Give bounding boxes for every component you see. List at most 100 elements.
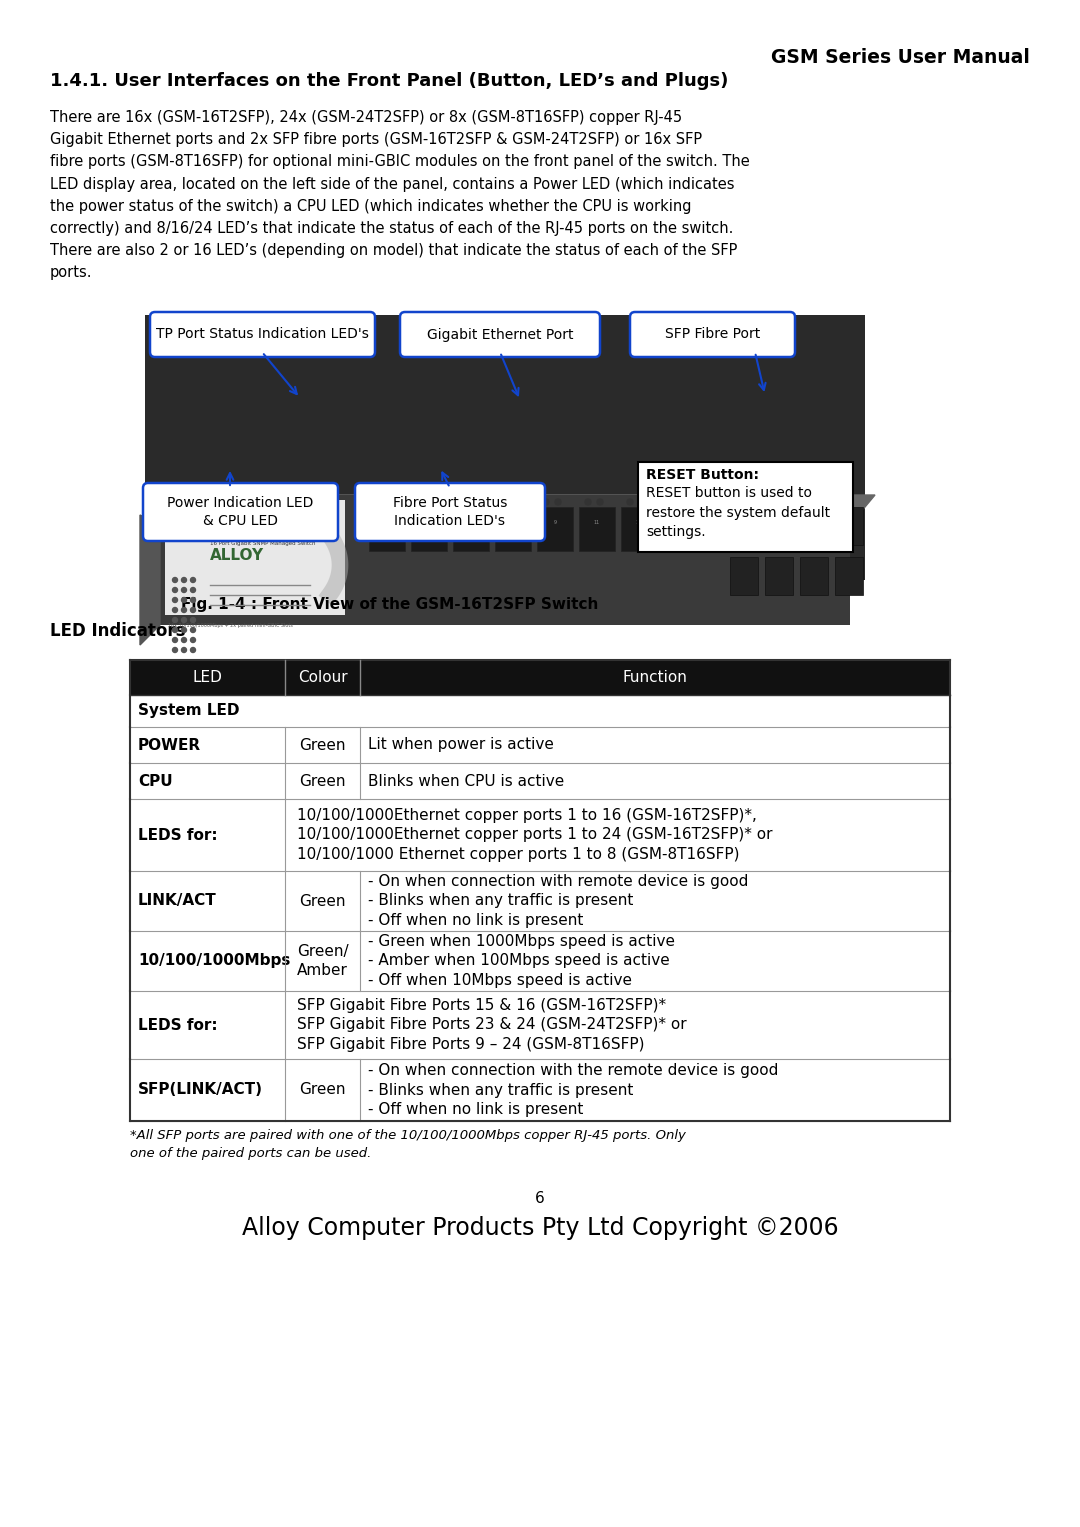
Text: SFP Gigabit Fibre Ports 15 & 16 (GSM-16T2SFP)*
SFP Gigabit Fibre Ports 23 & 24 (: SFP Gigabit Fibre Ports 15 & 16 (GSM-16T… (297, 997, 687, 1052)
Circle shape (190, 647, 195, 652)
Text: - On when connection with the remote device is good
- Blinks when any traffic is: - On when connection with the remote dev… (368, 1063, 779, 1118)
Circle shape (627, 499, 633, 505)
Circle shape (173, 637, 177, 643)
Text: Green: Green (299, 1083, 346, 1098)
Text: Alloy Computer Products Pty Ltd Copyright ©2006: Alloy Computer Products Pty Ltd Copyrigh… (242, 1215, 838, 1240)
Circle shape (501, 499, 507, 505)
Text: 16x 10/100/1000Mbps + 2x paired mini-GBIC Slots: 16x 10/100/1000Mbps + 2x paired mini-GBI… (168, 623, 293, 628)
FancyBboxPatch shape (765, 507, 793, 545)
Text: Lit when power is active: Lit when power is active (368, 738, 554, 753)
FancyBboxPatch shape (355, 483, 545, 541)
Text: 15: 15 (678, 521, 684, 525)
Text: RESET button is used to
restore the system default
settings.: RESET button is used to restore the syst… (646, 486, 831, 539)
FancyBboxPatch shape (663, 507, 699, 551)
Circle shape (173, 628, 177, 632)
Text: Green: Green (299, 893, 346, 909)
FancyBboxPatch shape (579, 507, 615, 551)
Circle shape (173, 617, 177, 623)
FancyBboxPatch shape (150, 312, 375, 357)
Text: - On when connection with remote device is good
- Blinks when any traffic is pre: - On when connection with remote device … (368, 873, 748, 928)
Circle shape (190, 637, 195, 643)
Circle shape (585, 499, 591, 505)
Text: LED: LED (192, 670, 222, 686)
FancyBboxPatch shape (160, 495, 850, 625)
Text: 13: 13 (636, 521, 643, 525)
Circle shape (181, 637, 187, 643)
Text: GSM Series User Manual: GSM Series User Manual (771, 47, 1030, 67)
FancyBboxPatch shape (800, 557, 828, 596)
FancyBboxPatch shape (411, 507, 447, 551)
Circle shape (387, 499, 393, 505)
FancyBboxPatch shape (730, 557, 758, 596)
FancyBboxPatch shape (145, 315, 865, 580)
FancyBboxPatch shape (130, 870, 950, 931)
Text: Fig. 1-4 : Front View of the GSM-16T2SFP Switch: Fig. 1-4 : Front View of the GSM-16T2SFP… (181, 597, 598, 612)
Circle shape (173, 588, 177, 592)
Circle shape (181, 608, 187, 612)
Text: 5: 5 (470, 521, 473, 525)
Text: There are 16x (GSM-16T2SFP), 24x (GSM-24T2SFP) or 8x (GSM-8T16SFP) copper RJ-45
: There are 16x (GSM-16T2SFP), 24x (GSM-24… (50, 110, 750, 281)
Circle shape (190, 597, 195, 603)
FancyBboxPatch shape (130, 1060, 950, 1121)
Text: Fibre Port Status
Indication LED's: Fibre Port Status Indication LED's (393, 496, 508, 528)
Circle shape (429, 499, 435, 505)
FancyBboxPatch shape (835, 557, 863, 596)
FancyBboxPatch shape (453, 507, 489, 551)
Text: 10/100/1000Ethernet copper ports 1 to 16 (GSM-16T2SFP)*,
10/100/1000Ethernet cop: 10/100/1000Ethernet copper ports 1 to 16… (297, 808, 772, 863)
Text: POWER: POWER (138, 738, 201, 753)
FancyBboxPatch shape (165, 499, 345, 615)
Text: 9: 9 (554, 521, 556, 525)
Circle shape (181, 597, 187, 603)
Text: RESET Button:: RESET Button: (646, 467, 759, 483)
Circle shape (513, 499, 519, 505)
Text: TP Port Status Indication LED's: TP Port Status Indication LED's (157, 327, 369, 342)
Text: 16 Port Gigabit SNMP Managed Switch: 16 Port Gigabit SNMP Managed Switch (210, 541, 315, 545)
Text: 1.4.1. User Interfaces on the Front Panel (Button, LED’s and Plugs): 1.4.1. User Interfaces on the Front Pane… (50, 72, 728, 90)
Circle shape (190, 608, 195, 612)
Circle shape (417, 499, 423, 505)
Polygon shape (140, 515, 160, 644)
Circle shape (173, 597, 177, 603)
Circle shape (181, 577, 187, 582)
Circle shape (639, 499, 645, 505)
Text: Blinks when CPU is active: Blinks when CPU is active (368, 774, 564, 788)
Text: Green/
Amber: Green/ Amber (297, 944, 349, 977)
Text: SFP Fibre Port: SFP Fibre Port (665, 327, 760, 342)
FancyBboxPatch shape (130, 799, 950, 870)
FancyBboxPatch shape (765, 557, 793, 596)
FancyBboxPatch shape (130, 727, 950, 764)
Text: Gigabit Ethernet Port: Gigabit Ethernet Port (427, 327, 573, 342)
Polygon shape (160, 495, 875, 525)
Circle shape (190, 588, 195, 592)
FancyBboxPatch shape (638, 463, 853, 551)
FancyBboxPatch shape (630, 312, 795, 357)
FancyBboxPatch shape (143, 483, 338, 541)
Text: - Green when 1000Mbps speed is active
- Amber when 100Mbps speed is active
- Off: - Green when 1000Mbps speed is active - … (368, 933, 675, 988)
Text: Green: Green (299, 774, 346, 788)
Text: Power Indication LED
& CPU LED: Power Indication LED & CPU LED (167, 496, 313, 528)
Circle shape (543, 499, 549, 505)
Text: 10/100/1000Mbps: 10/100/1000Mbps (138, 953, 291, 968)
Text: CPU: CPU (138, 774, 173, 788)
FancyBboxPatch shape (130, 695, 950, 727)
Circle shape (173, 577, 177, 582)
Circle shape (181, 647, 187, 652)
FancyBboxPatch shape (369, 507, 405, 551)
Circle shape (681, 499, 687, 505)
Text: Green: Green (299, 738, 346, 753)
Circle shape (181, 588, 187, 592)
Circle shape (597, 499, 603, 505)
Circle shape (181, 617, 187, 623)
Text: Colour: Colour (298, 670, 348, 686)
Text: 6: 6 (535, 1191, 545, 1206)
Text: 3: 3 (428, 521, 431, 525)
Text: 11: 11 (594, 521, 600, 525)
Text: LINK/ACT: LINK/ACT (138, 893, 217, 909)
FancyBboxPatch shape (537, 507, 573, 551)
FancyBboxPatch shape (400, 312, 600, 357)
FancyBboxPatch shape (495, 507, 531, 551)
Text: 1: 1 (386, 521, 389, 525)
Circle shape (181, 628, 187, 632)
Text: 7: 7 (512, 521, 514, 525)
Text: SFP(LINK/ACT): SFP(LINK/ACT) (138, 1083, 264, 1098)
